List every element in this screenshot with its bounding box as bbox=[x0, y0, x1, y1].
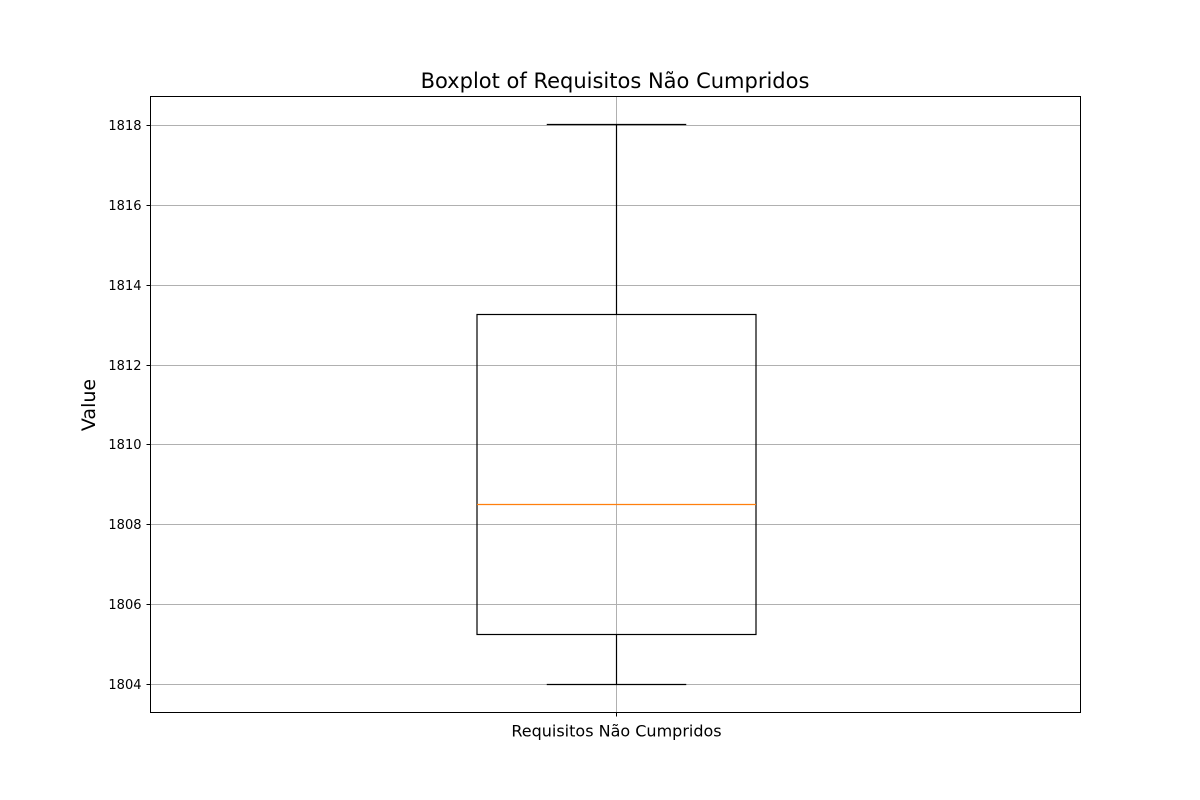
iqr-box bbox=[476, 313, 757, 636]
y-axis-ticks: 1804 1806 1808 1810 1812 1814 1816 1818 bbox=[108, 119, 151, 693]
boxes bbox=[476, 123, 757, 686]
y-tick-label: 1808 bbox=[108, 518, 141, 533]
chart-title: Boxplot of Requisitos Não Cumpridos bbox=[421, 69, 810, 93]
y-tick-label: 1810 bbox=[108, 438, 141, 453]
y-tick-label: 1816 bbox=[108, 199, 141, 214]
y-axis-label: Value bbox=[78, 379, 100, 431]
y-tick-label: 1814 bbox=[108, 279, 141, 294]
y-tick-label: 1806 bbox=[108, 598, 141, 613]
plot-frame bbox=[150, 96, 1081, 713]
y-tick-label: 1804 bbox=[108, 678, 141, 693]
box-group bbox=[476, 123, 757, 686]
y-tick-label: 1812 bbox=[108, 359, 141, 374]
y-tick-label: 1818 bbox=[108, 119, 141, 134]
x-axis-ticks: Requisitos Não Cumpridos bbox=[511, 712, 722, 741]
gridlines bbox=[150, 96, 1081, 713]
x-tick-label: Requisitos Não Cumpridos bbox=[511, 722, 721, 741]
